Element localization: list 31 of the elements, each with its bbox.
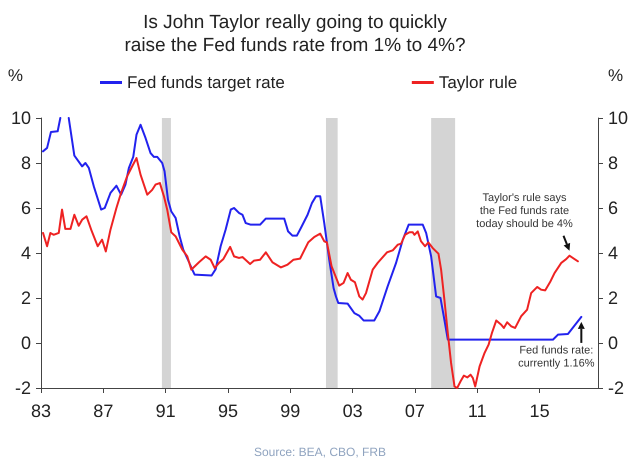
y-tick-label: 8 [20,153,31,173]
legend-label: Taylor rule [438,73,518,92]
x-tick-label: 87 [93,401,114,421]
x-tick-label: 83 [30,401,52,421]
y2-tick-label: 0 [608,333,618,353]
x-tick-label: 03 [342,401,363,421]
y2-axis-title: % [608,66,624,85]
legend-label: Fed funds target rate [127,73,285,92]
y-tick-label: 10 [10,108,31,128]
y-tick-label: 4 [20,243,31,263]
y2-tick-label: -2 [608,378,624,398]
x-tick-label: 15 [530,401,550,421]
y2-tick-label: 8 [608,153,618,173]
y-axis-title: % [8,66,23,85]
y2-tick-label: 2 [608,288,618,308]
chart-title: Is John Taylor really going to quickly raise the Fed funds rate from 1% to 4%? [124,12,466,56]
y2-tick-label: 6 [608,198,618,218]
x-tick-label: 11 [468,401,487,421]
y-tick-label: 0 [20,333,31,353]
x-tick-label: 91 [156,401,176,421]
y-tick-label: 6 [20,198,31,218]
y2-tick-label: 4 [608,243,618,263]
annotation: Fed funds rate: currently 1.16% [518,344,595,370]
x-tick-label: 07 [404,401,425,421]
y2-tick-label: 10 [608,108,628,128]
annotation: Taylor's rule says the Fed funds rate today should be 4% [476,192,574,230]
x-tick-label: 95 [218,401,238,421]
y-tick-label: -2 [14,378,31,398]
y-tick-label: 2 [20,288,31,308]
source-note: Source: BEA, CBO, FRB [254,445,386,459]
x-tick-label: 99 [280,401,300,421]
